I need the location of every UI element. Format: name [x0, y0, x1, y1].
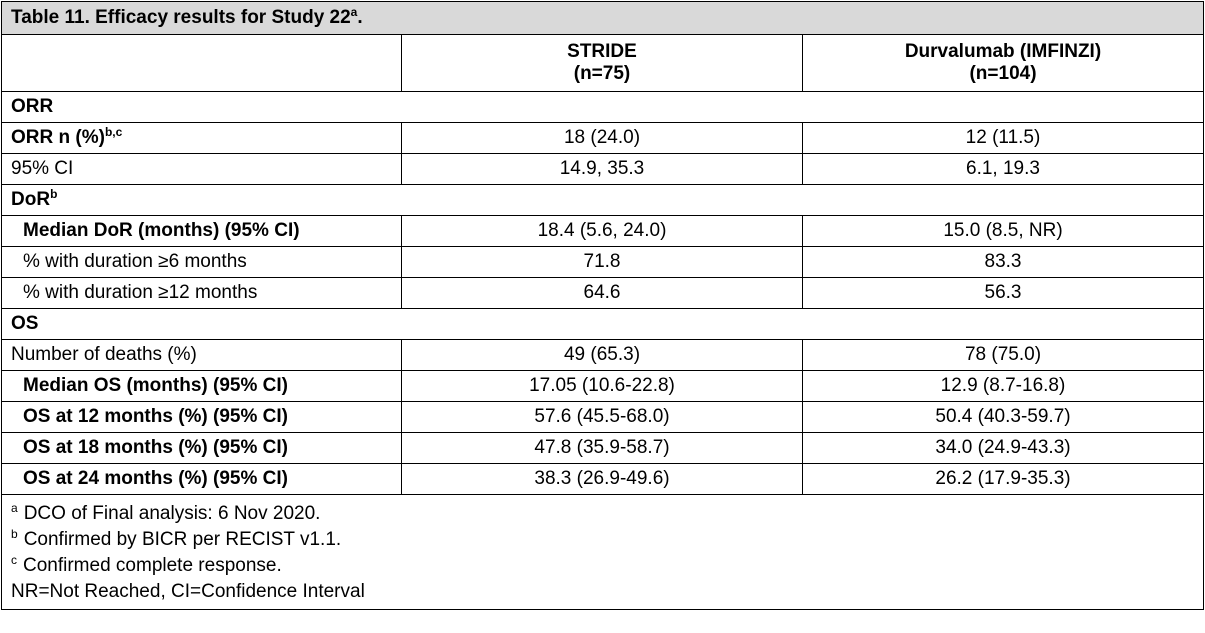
row-value-stride: 14.9, 35.3	[401, 153, 803, 185]
row-value-durvalumab: 56.3	[802, 277, 1204, 309]
row-label: OS at 12 months (%) (95% CI)	[1, 401, 402, 433]
footnotes-cell: a DCO of Final analysis: 6 Nov 2020. b Con…	[1, 494, 1204, 610]
row-label: 95% CI	[1, 153, 402, 185]
row-value-stride: 64.6	[401, 277, 803, 309]
table-row: Number of deaths (%) 49 (65.3) 78 (75.0)	[1, 339, 1204, 371]
section-row-dor: DoRb	[1, 184, 1204, 216]
row-value-durvalumab: 26.2 (17.9-35.3)	[802, 463, 1204, 495]
row-value-durvalumab: 12 (11.5)	[802, 122, 1204, 154]
header-empty-cell	[1, 34, 402, 92]
table-row: Median OS (months) (95% CI) 17.05 (10.6-…	[1, 370, 1204, 402]
footnote: a DCO of Final analysis: 6 Nov 2020.	[11, 501, 321, 524]
table-row: ORR n (%)b,c 18 (24.0) 12 (11.5)	[1, 122, 1204, 154]
row-value-durvalumab: 34.0 (24.9-43.3)	[802, 432, 1204, 464]
table-row: 95% CI 14.9, 35.3 6.1, 19.3	[1, 153, 1204, 185]
table-row: OS at 24 months (%) (95% CI) 38.3 (26.9-…	[1, 463, 1204, 495]
row-value-stride: 18.4 (5.6, 24.0)	[401, 215, 803, 247]
row-value-durvalumab: 50.4 (40.3-59.7)	[802, 401, 1204, 433]
section-row-os: OS	[1, 308, 1204, 340]
row-value-stride: 38.3 (26.9-49.6)	[401, 463, 803, 495]
row-label: Median DoR (months) (95% CI)	[1, 215, 402, 247]
row-label: Median OS (months) (95% CI)	[1, 370, 402, 402]
row-value-stride: 57.6 (45.5-68.0)	[401, 401, 803, 433]
row-value-durvalumab: 83.3	[802, 246, 1204, 278]
row-label: OS at 24 months (%) (95% CI)	[1, 463, 402, 495]
row-label: OS at 18 months (%) (95% CI)	[1, 432, 402, 464]
section-row-orr: ORR	[1, 91, 1204, 123]
table-title: Table 11. Efficacy results for Study 22a…	[1, 1, 1204, 35]
row-value-stride: 17.05 (10.6-22.8)	[401, 370, 803, 402]
row-value-stride: 71.8	[401, 246, 803, 278]
row-value-durvalumab: 12.9 (8.7-16.8)	[802, 370, 1204, 402]
efficacy-table: Table 11. Efficacy results for Study 22a…	[1, 1, 1204, 610]
table-row: % with duration ≥12 months 64.6 56.3	[1, 277, 1204, 309]
row-value-stride: 49 (65.3)	[401, 339, 803, 371]
table-row: OS at 18 months (%) (95% CI) 47.8 (35.9-…	[1, 432, 1204, 464]
efficacy-table-container: Table 11. Efficacy results for Study 22a…	[1, 1, 1204, 610]
row-value-durvalumab: 15.0 (8.5, NR)	[802, 215, 1204, 247]
row-value-stride: 18 (24.0)	[401, 122, 803, 154]
row-value-durvalumab: 78 (75.0)	[802, 339, 1204, 371]
row-label: % with duration ≥12 months	[1, 277, 402, 309]
table-row: Median DoR (months) (95% CI) 18.4 (5.6, …	[1, 215, 1204, 247]
footnote: b Confirmed by BICR per RECIST v1.1.	[11, 527, 342, 550]
table-title-row: Table 11. Efficacy results for Study 22a…	[1, 1, 1204, 35]
section-label-os: OS	[1, 308, 1204, 340]
header-durvalumab: Durvalumab (IMFINZI) (n=104)	[802, 34, 1204, 92]
table-row: OS at 12 months (%) (95% CI) 57.6 (45.5-…	[1, 401, 1204, 433]
row-value-durvalumab: 6.1, 19.3	[802, 153, 1204, 185]
row-value-stride: 47.8 (35.9-58.7)	[401, 432, 803, 464]
header-stride: STRIDE (n=75)	[401, 34, 803, 92]
row-label: % with duration ≥6 months	[1, 246, 402, 278]
footnote: c Confirmed complete response.	[11, 553, 282, 576]
column-header-row: STRIDE (n=75) Durvalumab (IMFINZI) (n=104)	[1, 34, 1204, 92]
row-label: Number of deaths (%)	[1, 339, 402, 371]
section-label-orr: ORR	[1, 91, 1204, 123]
footnotes-row: a DCO of Final analysis: 6 Nov 2020. b Con…	[1, 494, 1204, 610]
abbreviations-note: NR=Not Reached, CI=Confidence Interval	[11, 581, 365, 602]
section-label-dor: DoRb	[1, 184, 1204, 216]
row-label: ORR n (%)b,c	[1, 122, 402, 154]
table-row: % with duration ≥6 months 71.8 83.3	[1, 246, 1204, 278]
